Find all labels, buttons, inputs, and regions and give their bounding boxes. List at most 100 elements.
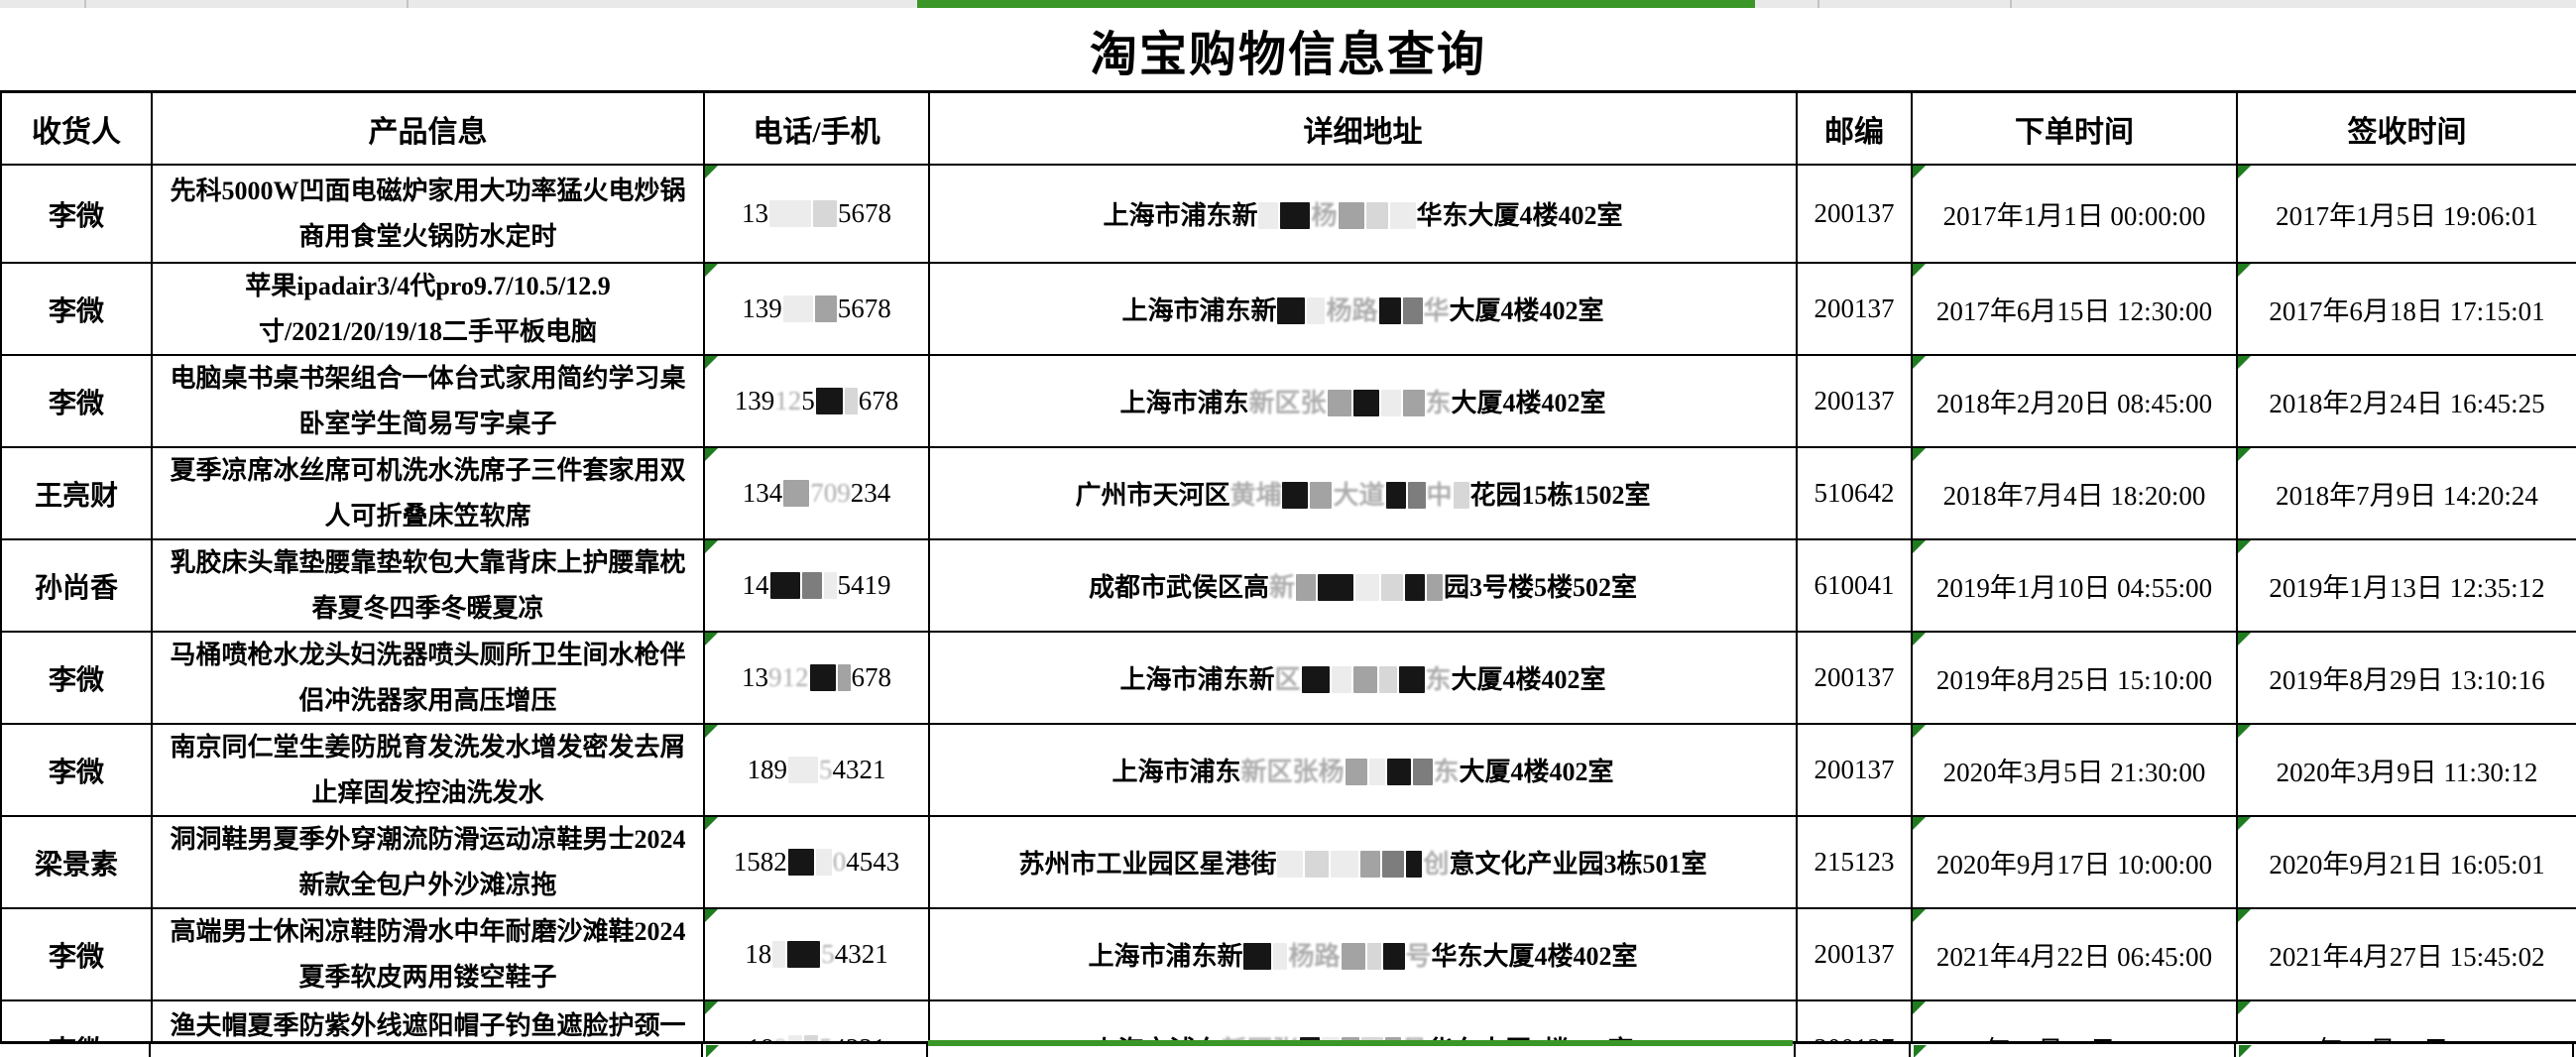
col-header-order-time[interactable]: 下单时间 (1911, 90, 2238, 166)
phone-cell[interactable]: 189 54321 (703, 723, 930, 817)
phone-cell[interactable]: 134 709234 (703, 446, 930, 540)
product-cell[interactable]: 夏季凉席冰丝席可机洗水洗席子三件套家用双人可折叠床笠软席 (151, 446, 705, 540)
address-value: 上海市浦东新 杨 华东大厦4楼402室 (1103, 201, 1622, 230)
address-cell[interactable]: 上海市浦东新区张 东大厦4楼402室 (928, 354, 1798, 448)
phone-cell[interactable]: 139125 678 (703, 354, 930, 448)
phone-cell[interactable]: 13912 678 (703, 631, 930, 725)
address-cell[interactable]: 上海市浦东新 杨 华东大厦4楼402室 (928, 164, 1798, 264)
postal-cell[interactable]: 200137 (1796, 164, 1913, 264)
postal-cell[interactable]: 200137 (1796, 354, 1913, 448)
address-cell[interactable]: 广州市天河区黄埔 大道 中花园15栋1502室 (928, 446, 1798, 540)
col-header-phone[interactable]: 电话/手机 (703, 90, 930, 166)
product-cell[interactable]: 先科5000W凹面电磁炉家用大功率猛火电炒锅商用食堂火锅防水定时 (151, 164, 705, 264)
address-value: 苏州市工业园区星港街 创意文化产业园3栋501室 (1018, 850, 1706, 879)
postal-cell[interactable]: 510642 (1796, 446, 1913, 540)
sign-time-cell[interactable]: 2021年4月27日 15:45:02 (2236, 907, 2576, 1001)
text-segment: 5678 (838, 198, 891, 228)
text-segment: 大厦4楼402室 (1459, 758, 1614, 786)
product-cell[interactable]: 高端男士休闲凉鞋防滑水中年耐磨沙滩鞋2024夏季软皮两用镂空鞋子 (151, 907, 705, 1001)
address-value: 广州市天河区黄埔 大道 中花园15栋1502室 (1075, 481, 1650, 510)
address-value: 成都市武侯区高新 园3号楼5楼502室 (1089, 573, 1637, 602)
address-cell[interactable]: 上海市浦东新区 东大厦4楼402室 (928, 631, 1798, 725)
recipient-cell[interactable]: 王亮财 (0, 446, 153, 540)
phone-cell[interactable]: 14 5419 (703, 538, 930, 633)
sign-time-cell[interactable]: 2019年8月29日 13:10:16 (2236, 631, 2576, 725)
product-cell[interactable]: 南京同仁堂生姜防脱育发洗发水增发密发去屑止痒固发控油洗发水 (151, 723, 705, 817)
recipient-cell[interactable]: 孙尚香 (0, 538, 153, 633)
redaction-block (844, 388, 858, 414)
sign-time-cell[interactable]: 2019年1月13日 12:35:12 (2236, 538, 2576, 633)
text-format-indicator-icon (1914, 818, 1926, 830)
order-time-cell[interactable]: 2021年4月22日 06:45:00 (1911, 907, 2238, 1001)
address-cell[interactable]: 上海市浦东新 杨路 号华东大厦4楼402室 (928, 907, 1798, 1001)
order-time-cell[interactable]: 2020年3月5日 21:30:00 (1911, 723, 2238, 817)
recipient-cell[interactable]: 李微 (0, 164, 153, 264)
recipient-cell[interactable]: 李微 (0, 723, 153, 817)
sign-time-cell[interactable]: 2020年9月21日 16:05:01 (2236, 815, 2576, 909)
address-cell[interactable]: 苏州市工业园区星港街 创意文化产业园3栋501室 (928, 815, 1798, 909)
recipient-cell[interactable]: 李微 (0, 631, 153, 725)
text-segment: 杨路 (1326, 296, 1378, 325)
product-cell[interactable]: 乳胶床头靠垫腰靠垫软包大靠背床上护腰靠枕春夏冬四季冬暖夏凉 (151, 538, 705, 633)
product-cell[interactable]: 苹果ipadair3/4代pro9.7/10.5/12.9寸/2021/20/1… (151, 262, 705, 356)
sign-time-cell[interactable]: 2018年7月9日 14:20:24 (2236, 446, 2576, 540)
sign-time-cell[interactable]: 2018年2月24日 16:45:25 (2236, 354, 2576, 448)
product-cell[interactable]: 洞洞鞋男夏季外穿潮流防滑运动凉鞋男士2024新款全包户外沙滩凉拖 (151, 815, 705, 909)
redaction-block (788, 757, 818, 783)
address-cell[interactable]: 上海市浦东新 杨路 华大厦4楼402室 (928, 262, 1798, 356)
recipient-cell[interactable]: 李微 (0, 907, 153, 1001)
sign-time-value: 2020年3月9日 11:30:12 (2276, 758, 2538, 787)
col-header-recipient[interactable]: 收货人 (0, 90, 153, 166)
text-segment: 4321 (834, 939, 888, 969)
redaction-block (1368, 759, 1385, 785)
phone-cell[interactable]: 13 5678 (703, 164, 930, 264)
postal-cell[interactable]: 200137 (1796, 631, 1913, 725)
sign-time-cell[interactable]: 2017年6月18日 17:15:01 (2236, 262, 2576, 356)
product-cell[interactable]: 马桶喷枪水龙头妇洗器喷头厕所卫生间水枪伴侣冲洗器家用高压增压 (151, 631, 705, 725)
order-time-cell[interactable]: 2018年7月4日 18:20:00 (1911, 446, 2238, 540)
phone-cell[interactable]: 18 54321 (703, 907, 930, 1001)
postal-cell[interactable]: 200137 (1796, 907, 1913, 1001)
col-header-postal[interactable]: 邮编 (1796, 90, 1913, 166)
recipient-cell[interactable]: 梁景素 (0, 815, 153, 909)
address-cell[interactable]: 成都市武侯区高新 园3号楼5楼502室 (928, 538, 1798, 633)
sign-time-cell[interactable]: 2020年3月9日 11:30:12 (2236, 723, 2576, 817)
order-time-cell[interactable]: 2019年1月10日 04:55:00 (1911, 538, 2238, 633)
text-format-indicator-icon (706, 818, 718, 830)
text-format-indicator-icon (2239, 1045, 2252, 1057)
order-time-cell[interactable]: 2020年9月17日 10:00:00 (1911, 815, 2238, 909)
text-format-indicator-icon (706, 167, 718, 178)
recipient-cell[interactable]: 李微 (0, 354, 153, 448)
text-segment: 区 (1274, 665, 1301, 694)
order-time-cell[interactable]: 2019年8月25日 15:10:00 (1911, 631, 2238, 725)
redaction-block (1331, 851, 1359, 878)
recipient-cell[interactable]: 李微 (0, 999, 153, 1057)
order-time-cell[interactable]: 2018年2月20日 08:45:00 (1911, 354, 2238, 448)
recipient-cell[interactable]: 李微 (0, 262, 153, 356)
address-cell[interactable]: 上海市浦东新区张杨 东大厦4楼402室 (928, 723, 1798, 817)
redaction-block (1382, 943, 1405, 970)
redaction-block (1378, 666, 1397, 693)
postal-cell[interactable]: 215123 (1796, 815, 1913, 909)
phone-cell[interactable]: 1582 04543 (703, 815, 930, 909)
text-segment: 上海市浦东 (1119, 389, 1249, 417)
phone-cell[interactable]: 139 5678 (703, 262, 930, 356)
redaction-block (1243, 943, 1272, 970)
phone-value: 13912 678 (742, 662, 891, 692)
postal-cell[interactable]: 610041 (1796, 538, 1913, 633)
postal-cell[interactable]: 200137 (1796, 262, 1913, 356)
col-header-sign-time[interactable]: 签收时间 (2236, 90, 2576, 166)
redaction-block (1331, 666, 1351, 693)
product-cell[interactable]: 电脑桌书桌书架组合一体台式家用简约学习桌卧室学生简易写字桌子 (151, 354, 705, 448)
sign-time-cell[interactable]: 2017年1月5日 19:06:01 (2236, 164, 2576, 264)
address-value: 上海市浦东新区张杨 东大厦4楼402室 (1112, 758, 1613, 786)
col-header-address[interactable]: 详细地址 (928, 90, 1798, 166)
col-header-product[interactable]: 产品信息 (151, 90, 705, 166)
postal-cell[interactable]: 200137 (1796, 723, 1913, 817)
top-cutoff-row (0, 0, 2576, 8)
order-time-cell[interactable]: 2017年1月1日 00:00:00 (1911, 164, 2238, 264)
order-time-cell[interactable]: 2017年6月15日 12:30:00 (1911, 262, 2238, 356)
text-format-indicator-icon (2239, 726, 2251, 738)
redaction-block (813, 200, 837, 227)
page-title[interactable]: 淘宝购物信息查询 (1089, 28, 1486, 81)
